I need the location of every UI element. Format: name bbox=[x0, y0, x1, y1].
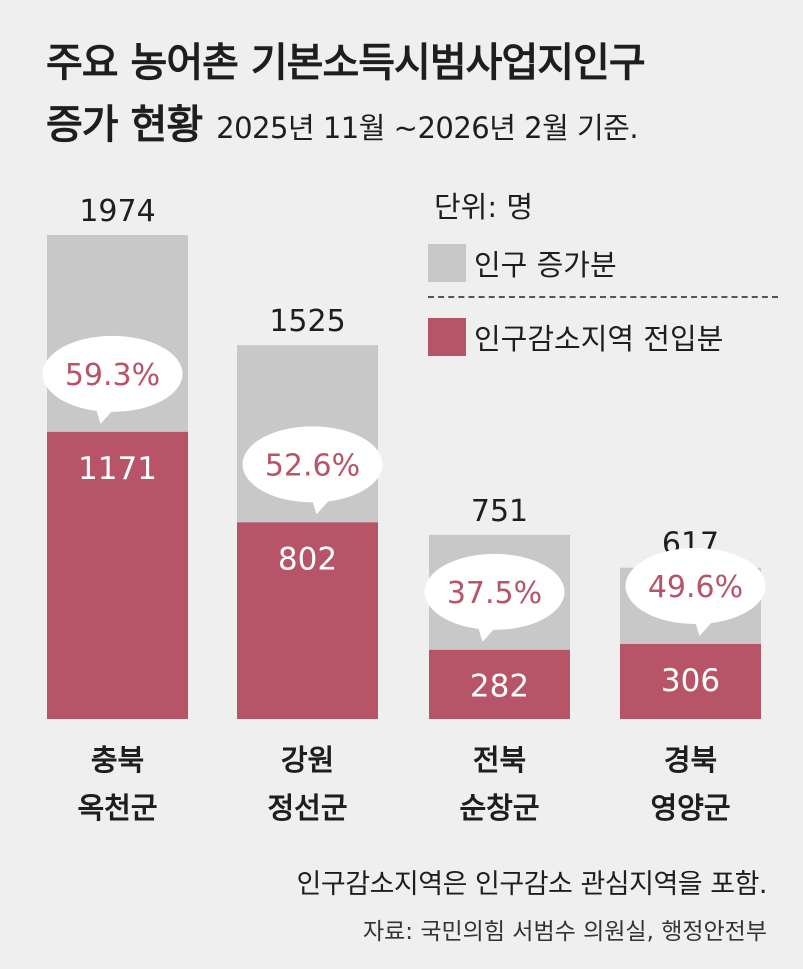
category-county-1: 정선군 bbox=[267, 791, 347, 825]
category-region-3: 경북 bbox=[664, 743, 717, 777]
percent-label-1: 52.6% bbox=[265, 448, 360, 483]
percent-bubble-1 bbox=[242, 426, 383, 503]
category-region-2: 전북 bbox=[473, 743, 526, 777]
percent-label-3: 49.6% bbox=[648, 570, 743, 605]
chart-title-line2: 증가 현황 2025년 11월 ~2026년 2월 기준. bbox=[46, 92, 639, 150]
source-note: 자료: 국민의힘 서범수 의원실, 행정안전부 bbox=[362, 919, 767, 945]
unit-label: 단위: 명 bbox=[434, 190, 534, 224]
legend-label-inflow: 인구감소지역 전입분 bbox=[474, 322, 724, 356]
chart-period: 2025년 11월 ~2026년 2월 기준. bbox=[216, 111, 639, 145]
inflow-value-label-2: 282 bbox=[470, 668, 529, 704]
bar-inflow-3 bbox=[620, 643, 761, 719]
percent-label-0: 59.3% bbox=[65, 358, 160, 393]
category-region-0: 충북 bbox=[91, 743, 144, 777]
percent-bubble-tail-2 bbox=[476, 621, 501, 642]
category-county-2: 순창군 bbox=[459, 791, 539, 825]
total-value-label-0: 1974 bbox=[79, 194, 155, 229]
legend-swatch-total bbox=[428, 244, 466, 282]
bar-inflow-0 bbox=[47, 431, 188, 719]
percent-bubble-0 bbox=[42, 335, 183, 412]
percent-bubble-tail-3 bbox=[693, 615, 718, 636]
inflow-value-label-3: 306 bbox=[661, 663, 720, 699]
percent-label-2: 37.5% bbox=[447, 576, 542, 611]
inflow-value-label-1: 802 bbox=[278, 541, 337, 577]
percent-bubble-2 bbox=[424, 553, 565, 630]
chart-title: 주요 농어촌 기본소득시범사업지인구 bbox=[46, 40, 646, 86]
chart-title-continuation: 증가 현황 bbox=[46, 102, 203, 148]
legend-divider bbox=[428, 296, 778, 298]
total-value-label-1: 1525 bbox=[269, 304, 345, 339]
inflow-value-label-0: 1171 bbox=[78, 451, 157, 487]
category-region-1: 강원 bbox=[281, 743, 334, 777]
percent-bubble-3 bbox=[625, 547, 766, 624]
bar-inflow-1 bbox=[237, 522, 378, 719]
total-value-label-2: 751 bbox=[471, 494, 528, 529]
bar-inflow-2 bbox=[429, 649, 570, 719]
percent-bubble-tail-1 bbox=[310, 494, 335, 515]
legend-swatch-inflow bbox=[428, 318, 466, 356]
legend-item-inflow: 인구감소지역 전입분 bbox=[428, 316, 723, 358]
footnote: 인구감소지역은 인구감소 관심지역을 포함. bbox=[296, 869, 768, 900]
category-county-3: 영양군 bbox=[650, 791, 730, 825]
percent-bubble-tail-0 bbox=[94, 403, 119, 424]
category-county-0: 옥천군 bbox=[77, 791, 157, 825]
legend-item-total: 인구 증가분 bbox=[428, 242, 617, 284]
legend-label-total: 인구 증가분 bbox=[474, 248, 617, 282]
